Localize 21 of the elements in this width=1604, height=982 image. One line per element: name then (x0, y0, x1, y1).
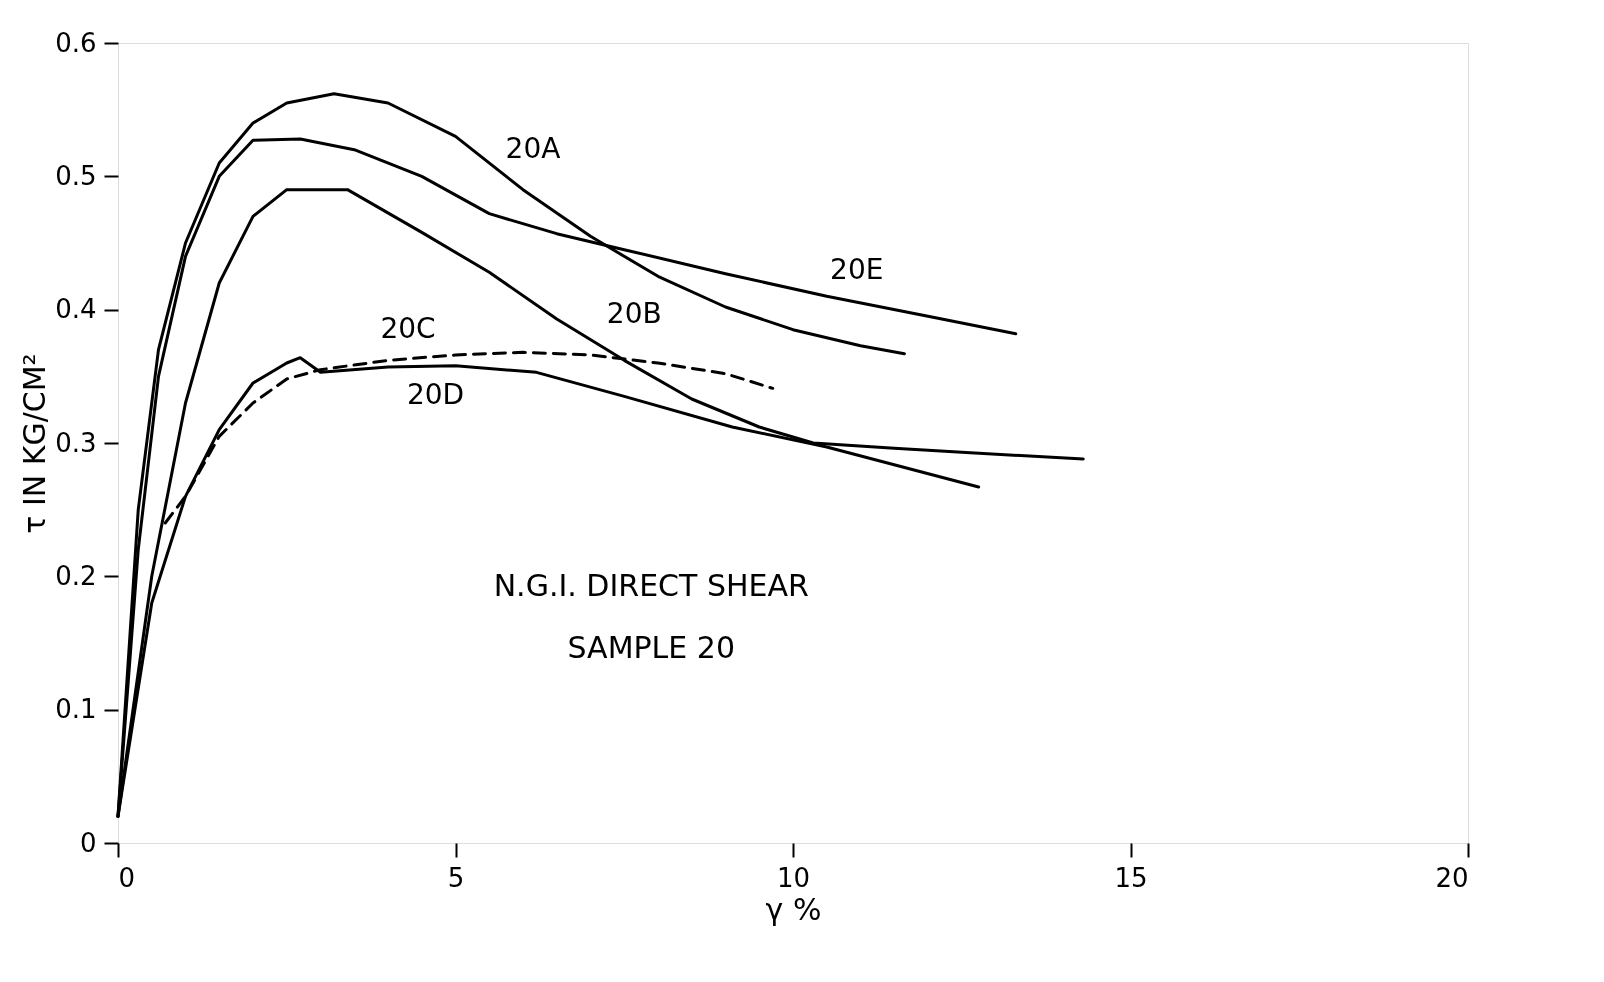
series-label: 20C (380, 312, 436, 346)
series-label: 20E (830, 253, 884, 287)
y-tick-label: 0.2 (55, 560, 97, 591)
x-tick-label: 20 (1435, 862, 1469, 893)
series-label: 20A (505, 131, 561, 165)
y-tick-label: 0.1 (55, 694, 97, 725)
x-tick-label: 15 (1114, 862, 1148, 893)
y-tick-label: 0 (79, 827, 97, 858)
series-label: 20D (406, 377, 465, 411)
x-axis-title: γ % (765, 891, 822, 927)
annotation: N.G.I. DIRECT SHEAR (493, 568, 809, 603)
annotation: SAMPLE 20 (567, 630, 735, 665)
y-tick-label: 0.5 (55, 160, 97, 191)
x-tick-label: 0 (118, 862, 136, 893)
y-tick-label: 0.6 (55, 27, 97, 58)
x-tick-label: 10 (776, 862, 811, 893)
y-tick-label: 0.4 (55, 294, 97, 325)
y-axis-title: τ IN KG/CM² (17, 353, 53, 534)
x-tick-label: 5 (447, 862, 465, 893)
y-tick-label: 0.3 (55, 427, 97, 458)
series-label: 20B (606, 297, 662, 331)
